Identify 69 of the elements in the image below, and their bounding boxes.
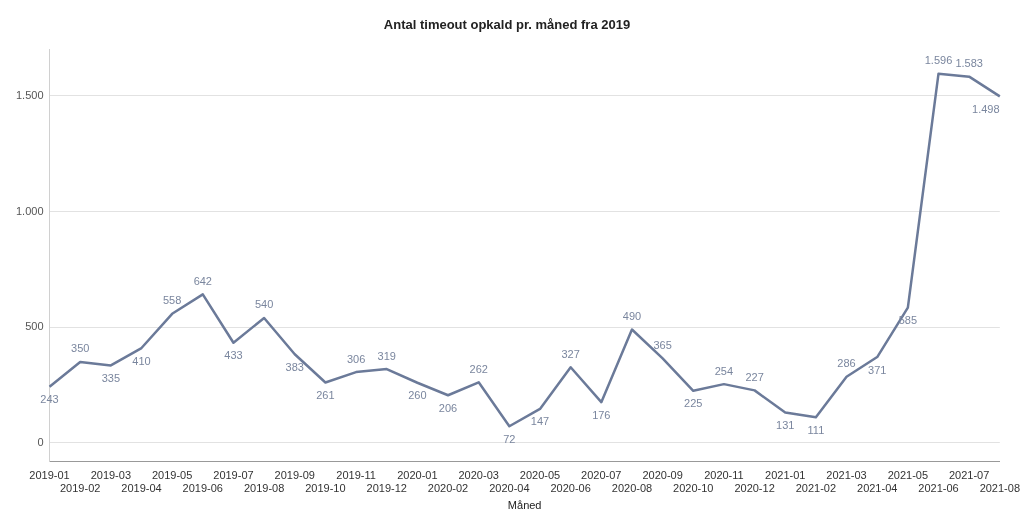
data-label: 261 <box>316 389 335 402</box>
chart-title: Antal timeout opkald pr. måned fra 2019 <box>383 17 631 33</box>
x-tick-label: 2021-02 <box>795 482 837 495</box>
x-tick-label: 2019-01 <box>29 469 70 482</box>
x-tick-label: 2021-07 <box>948 469 990 482</box>
x-tick-label: 2019-08 <box>243 482 285 495</box>
data-label: 335 <box>101 371 121 384</box>
x-tick-label: 2019-09 <box>274 469 315 482</box>
x-tick-label: 2019-06 <box>182 482 223 495</box>
x-tick-label: 2020-12 <box>734 482 775 495</box>
x-axis-title: Måned <box>507 499 542 512</box>
x-tick-label: 2020-04 <box>489 482 530 495</box>
x-tick-label: 2021-08 <box>979 482 1020 495</box>
data-label: 72 <box>503 432 516 445</box>
y-tick-label: 500 <box>25 320 44 333</box>
x-tick-label: 2019-03 <box>90 469 132 482</box>
data-label: 327 <box>561 347 580 360</box>
x-tick-label: 2019-07 <box>213 469 254 482</box>
x-tick-label: 2021-05 <box>887 469 929 482</box>
data-label: 383 <box>285 360 304 373</box>
data-label: 350 <box>71 342 90 355</box>
x-tick-label: 2020-11 <box>704 469 744 482</box>
x-tick-label: 2021-03 <box>826 469 867 482</box>
data-label: 243 <box>40 393 59 406</box>
x-tick-label: 2019-12 <box>366 482 407 495</box>
data-label: 319 <box>377 349 396 362</box>
x-tick-label: 2019-10 <box>305 482 346 495</box>
x-tick-label: 2019-11 <box>336 469 376 482</box>
data-label: 365 <box>653 338 672 351</box>
data-label: 1.498 <box>972 102 1000 115</box>
x-tick-label: 2020-02 <box>427 482 469 495</box>
data-label: 111 <box>807 423 825 436</box>
x-tick-label: 2019-05 <box>151 469 193 482</box>
x-tick-label: 2020-03 <box>458 469 499 482</box>
data-label: 1.583 <box>955 57 983 70</box>
x-tick-label: 2020-08 <box>611 482 653 495</box>
data-label: 410 <box>132 354 151 367</box>
x-tick-label: 2020-10 <box>673 482 714 495</box>
x-tick-label: 2020-01 <box>397 469 438 482</box>
data-label: 558 <box>162 294 182 307</box>
y-tick-label: 1.500 <box>16 88 44 101</box>
y-tick-label: 0 <box>37 435 44 448</box>
data-label: 286 <box>837 357 856 370</box>
data-label: 642 <box>193 274 212 287</box>
x-tick-label: 2020-05 <box>519 469 561 482</box>
data-label: 176 <box>592 408 611 421</box>
x-tick-label: 2019-02 <box>59 482 101 495</box>
x-tick-label: 2020-06 <box>550 482 591 495</box>
data-label: 1.596 <box>924 54 953 67</box>
data-label: 262 <box>469 362 488 375</box>
x-tick-label: 2021-01 <box>765 469 806 482</box>
data-label: 254 <box>714 364 734 377</box>
data-label: 433 <box>224 349 243 362</box>
x-tick-label: 2020-09 <box>642 469 683 482</box>
data-label: 131 <box>776 419 795 432</box>
x-tick-label: 2021-06 <box>918 482 959 495</box>
data-label: 540 <box>254 298 274 311</box>
x-tick-label: 2021-04 <box>857 482 898 495</box>
data-label: 306 <box>346 352 366 365</box>
data-label: 147 <box>530 415 550 428</box>
data-label: 490 <box>622 310 642 323</box>
data-label: 206 <box>438 401 458 414</box>
x-tick-label: 2019-04 <box>121 482 162 495</box>
data-label: 371 <box>868 363 887 376</box>
data-label: 227 <box>745 370 764 383</box>
y-tick-label: 1.000 <box>16 204 44 217</box>
x-tick-label: 2020-07 <box>581 469 622 482</box>
data-label: 260 <box>408 389 427 402</box>
data-label: 225 <box>684 397 703 410</box>
